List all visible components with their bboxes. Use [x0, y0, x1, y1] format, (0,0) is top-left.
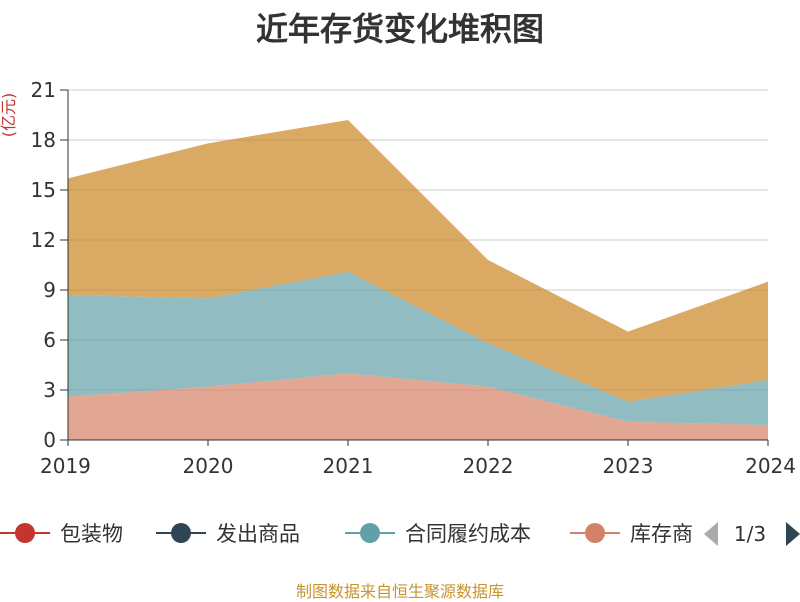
- y-tick-label: 15: [31, 178, 56, 202]
- y-tick-labels: 0 3 6 9 12 15 18 21: [31, 78, 56, 452]
- legend-item[interactable]: 库存商: [570, 522, 693, 546]
- axes: [67, 90, 769, 446]
- legend-marker-icon: [15, 523, 35, 543]
- legend-marker-icon: [360, 523, 380, 543]
- x-tick-label: 2022: [463, 454, 514, 478]
- legend-marker-icon: [171, 523, 191, 543]
- footer-source: 制图数据来自恒生聚源数据库: [295, 582, 504, 601]
- legend: 包装物 发出商品 合同履约成本 库存商: [0, 522, 693, 546]
- legend-label: 包装物: [60, 522, 123, 546]
- x-tick-labels: 2019 2020 2021 2022 2023 2024: [40, 454, 796, 478]
- legend-prev-icon[interactable]: [704, 522, 718, 546]
- y-tick-label: 21: [31, 78, 56, 102]
- x-tick-label: 2024: [745, 454, 796, 478]
- x-tick-label: 2019: [40, 454, 91, 478]
- legend-item[interactable]: 发出商品: [156, 522, 300, 546]
- area-series: [68, 373, 768, 440]
- legend-page-indicator: 1/3: [734, 522, 766, 546]
- y-tick-label: 12: [31, 228, 56, 252]
- y-axis-unit-label: (亿元): [0, 93, 18, 138]
- legend-item[interactable]: 包装物: [0, 522, 123, 546]
- legend-label: 库存商: [630, 522, 693, 546]
- legend-pager: 1/3: [704, 522, 800, 546]
- y-tick-label: 0: [43, 428, 56, 452]
- y-tick-label: 9: [43, 278, 56, 302]
- x-tick-label: 2021: [323, 454, 374, 478]
- area-series: [68, 271, 768, 425]
- legend-item[interactable]: 合同履约成本: [345, 522, 531, 546]
- stacked-areas: [68, 120, 768, 440]
- legend-label: 发出商品: [216, 522, 300, 546]
- x-tick-label: 2023: [603, 454, 654, 478]
- y-tick-label: 3: [43, 378, 56, 402]
- y-tick-label: 18: [31, 128, 56, 152]
- legend-next-icon[interactable]: [786, 522, 800, 546]
- x-tick-label: 2020: [183, 454, 234, 478]
- y-tick-label: 6: [43, 328, 56, 352]
- legend-label: 合同履约成本: [405, 522, 531, 546]
- chart-title: 近年存货变化堆积图: [255, 10, 544, 48]
- legend-marker-icon: [585, 523, 605, 543]
- area-series: [68, 120, 768, 402]
